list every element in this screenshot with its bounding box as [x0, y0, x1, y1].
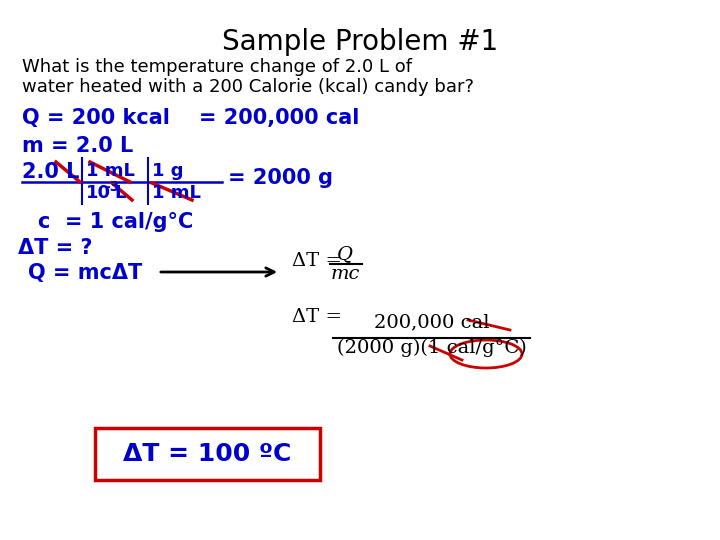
- Text: Q = mcΔT: Q = mcΔT: [28, 263, 143, 283]
- Text: 1 mL: 1 mL: [152, 184, 201, 202]
- Text: 10: 10: [86, 184, 111, 202]
- Text: 2.0 L: 2.0 L: [22, 162, 79, 182]
- Text: mc: mc: [330, 265, 360, 283]
- Text: What is the temperature change of 2.0 L of: What is the temperature change of 2.0 L …: [22, 58, 412, 76]
- Text: 200,000 cal: 200,000 cal: [374, 313, 490, 331]
- Text: Q: Q: [337, 245, 353, 263]
- Text: ΔT =: ΔT =: [292, 308, 348, 326]
- Text: 1 g: 1 g: [152, 162, 184, 180]
- Text: m = 2.0 L: m = 2.0 L: [22, 136, 133, 156]
- Text: Sample Problem #1: Sample Problem #1: [222, 28, 498, 56]
- Text: ΔT = 100 ºC: ΔT = 100 ºC: [123, 442, 291, 466]
- Text: = 2000 g: = 2000 g: [228, 168, 333, 188]
- Text: ΔT = ?: ΔT = ?: [18, 238, 92, 258]
- Bar: [95, 428, 320, 480]
- Text: c  = 1 cal/g°C: c = 1 cal/g°C: [38, 212, 193, 232]
- Text: (2000 g)(1 cal/g°C): (2000 g)(1 cal/g°C): [337, 339, 526, 357]
- Text: -3: -3: [104, 180, 120, 194]
- Text: water heated with a 200 Calorie (kcal) candy bar?: water heated with a 200 Calorie (kcal) c…: [22, 78, 474, 96]
- Text: L: L: [114, 184, 125, 202]
- Text: 1 mL: 1 mL: [86, 162, 135, 180]
- Text: ΔT =: ΔT =: [292, 252, 348, 270]
- Text: Q = 200 kcal    = 200,000 cal: Q = 200 kcal = 200,000 cal: [22, 108, 359, 128]
